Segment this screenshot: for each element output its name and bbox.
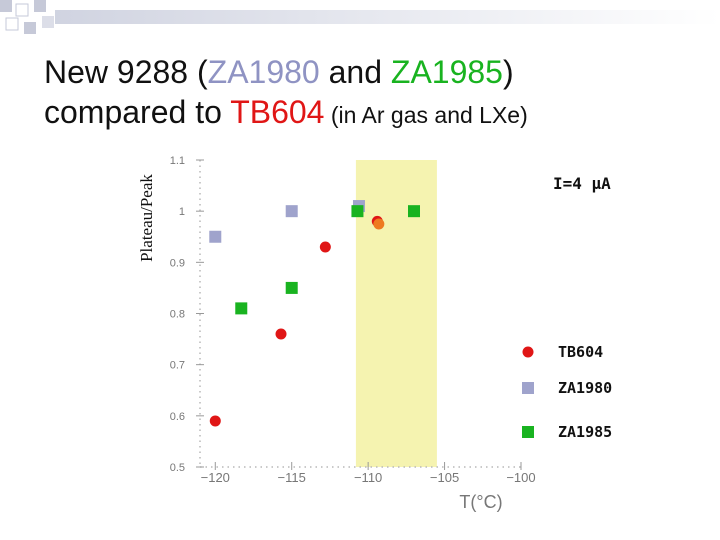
- point-za1985: [351, 205, 364, 218]
- current-annotation: I=4 μA: [553, 174, 611, 193]
- x-tick-label: −110: [354, 470, 382, 485]
- title-line-1: New 9288 (ZA1980 and ZA1985): [44, 54, 514, 90]
- decorative-square: [5, 17, 19, 31]
- legend-label-za1985: ZA1985: [558, 423, 612, 441]
- legend-marker-za1980: [522, 382, 534, 394]
- point-tb604: [209, 415, 221, 427]
- x-tick-label: −115: [278, 470, 306, 485]
- slide-title: New 9288 (ZA1980 and ZA1985) compared to…: [44, 52, 704, 135]
- decorative-square: [34, 0, 46, 12]
- y-tick-label: 0.5: [170, 462, 185, 474]
- y-tick-label: 0.7: [170, 360, 185, 372]
- x-tick-label: −120: [201, 470, 230, 485]
- y-tick-label: 0.8: [170, 309, 185, 321]
- x-tick-label: −105: [430, 470, 459, 485]
- highlight-band: [355, 160, 437, 467]
- y-tick-label: 0.6: [170, 411, 185, 423]
- y-tick-label: 0.9: [170, 257, 185, 269]
- legend-marker-za1985: [522, 426, 534, 438]
- point-tb604: [319, 241, 331, 253]
- title-line-2: compared to TB604 (in Ar gas and LXe): [44, 94, 528, 130]
- decorative-square: [15, 3, 29, 17]
- point-za1980: [209, 230, 222, 243]
- y-tick-label: 1: [179, 206, 185, 218]
- point-za1980: [285, 205, 298, 218]
- x-tick-label: −100: [506, 470, 535, 485]
- legend-label-tb604: TB604: [558, 343, 603, 361]
- point-tb604: [275, 328, 287, 340]
- decorative-square: [0, 0, 12, 12]
- title-za1985: ZA1985: [390, 54, 503, 90]
- point-za1985: [235, 302, 248, 315]
- point-overlay: [373, 218, 385, 230]
- title-tb604: TB604: [230, 94, 325, 130]
- point-za1985: [285, 281, 298, 294]
- legend-label-za1980: ZA1980: [558, 379, 612, 397]
- legend-marker-tb604: [522, 346, 534, 358]
- x-axis-label: T(°C): [459, 492, 502, 512]
- decorative-square: [24, 22, 36, 34]
- decorative-square: [42, 16, 54, 28]
- decorative-squares: [0, 0, 720, 34]
- title-za1980: ZA1980: [207, 54, 320, 90]
- y-tick-label: 1.1: [170, 155, 185, 167]
- y-axis-label: Plateau/Peak: [137, 174, 156, 262]
- decorative-gradient-bar: [55, 10, 720, 24]
- point-za1985: [408, 205, 420, 218]
